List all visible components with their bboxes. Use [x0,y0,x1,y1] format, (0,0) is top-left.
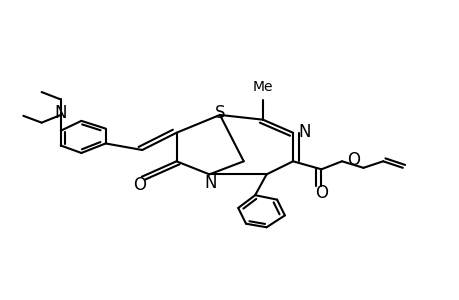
Text: O: O [346,151,359,169]
Text: Me: Me [252,80,273,94]
Text: O: O [314,184,327,202]
Text: S: S [214,104,225,122]
Text: O: O [133,176,146,194]
Text: N: N [297,123,310,141]
Text: N: N [204,174,216,192]
Text: N: N [55,104,67,122]
